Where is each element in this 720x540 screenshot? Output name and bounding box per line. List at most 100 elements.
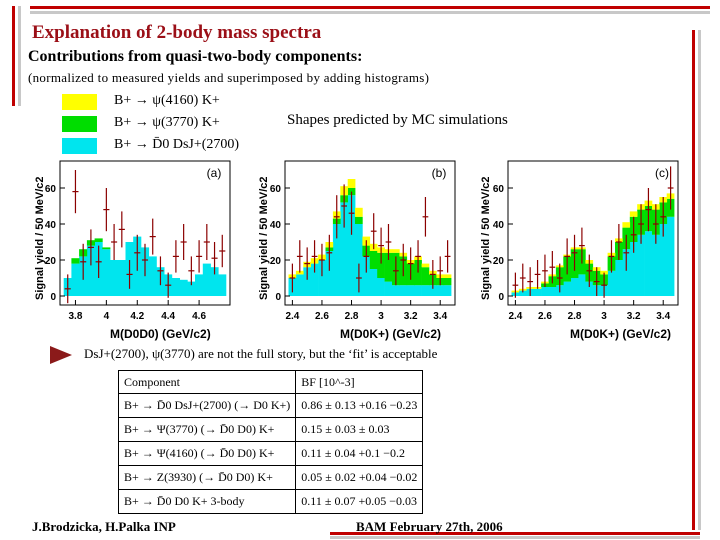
hist-bar-0: [436, 285, 445, 296]
x-tick-label: 4: [104, 311, 110, 322]
panel-label: (c): [655, 166, 669, 180]
legend-swatch-yellow: [62, 94, 97, 110]
hist-bar-0: [171, 278, 180, 296]
chart-b-ylabel: Signal yield / 50 MeV/c2: [258, 176, 270, 301]
legend-label: B+ → ψ(3770) K+: [114, 115, 220, 130]
table-cell-value: 0.86 ± 0.13 +0.16 −0.23: [295, 393, 424, 418]
hist-bar-1: [443, 278, 452, 286]
x-tick-label: 3.2: [627, 311, 641, 322]
y-tick-label: 60: [45, 184, 57, 195]
hist-bar-0: [392, 285, 400, 296]
y-tick-label: 60: [493, 184, 505, 195]
hist-bar-2: [622, 222, 631, 228]
x-tick-label: 4.4: [161, 311, 175, 322]
mc-shapes-note: Shapes predicted by MC simulations: [287, 112, 508, 128]
y-tick-label: 40: [45, 220, 57, 231]
chart-b-svg: 0 20 40 60 2.4 2.6 2.8 3 3.2 3.4 (b): [270, 160, 456, 322]
hist-bar-0: [71, 263, 80, 296]
hist-bar-1: [94, 238, 103, 242]
normalization-note: (normalized to measured yields and super…: [28, 70, 430, 85]
y-tick-label: 0: [498, 292, 504, 303]
chart-c-svg: 0 20 40 60 2.4 2.6 2.8 3 3.2 3.4 (c): [493, 160, 679, 322]
hist-bar-0: [355, 224, 363, 296]
hist-bar-0: [179, 279, 188, 296]
x-tick-label: 4.6: [192, 311, 206, 322]
legend-swatch-green: [62, 116, 97, 132]
y-tick-label: 20: [270, 256, 282, 267]
hist-bar-1: [421, 267, 430, 286]
conclusion-row: DsJ+(2700), ψ(3770) are not the full sto…: [50, 344, 530, 364]
axes-frame: [284, 160, 456, 306]
hist-bar-0: [622, 249, 631, 296]
table-cell-component: B+ → D̄0 D0 K+ 3-body: [117, 489, 297, 514]
chart-a-svg: 0 20 40 60 3.8 4 4.2 4.4 4.6 (a): [45, 160, 231, 322]
hist-bar-0: [548, 287, 557, 296]
table-cell-value: 0.15 ± 0.03 ± 0.03: [295, 417, 424, 442]
y-tick-label: 40: [270, 220, 282, 231]
frame-right-gray-bar: [698, 30, 701, 530]
hist-bar-2: [347, 179, 356, 188]
hist-bar-0: [644, 231, 653, 296]
x-tick-label: 3.8: [69, 311, 83, 322]
x-tick-label: 3.4: [656, 311, 670, 322]
hist-bar-0: [533, 288, 542, 296]
table-cell-component: B+ → Z(3930) (→ D̄0 D0) K+: [117, 465, 297, 490]
x-tick-label: 3.2: [404, 311, 418, 322]
legend-label: B+ → ψ(4160) K+: [114, 93, 220, 108]
x-tick-label: 2.4: [285, 311, 299, 322]
hist-bar-1: [355, 216, 363, 224]
frame-bottom-red-bar: [330, 532, 700, 535]
frame-left-gray-bar: [18, 6, 21, 106]
hist-bar-0: [318, 260, 326, 296]
y-tick-label: 20: [493, 256, 505, 267]
hist-bar-0: [429, 285, 437, 296]
table-row: B+ → Ψ(4160) (→ D̄0 D0) K+ 0.11 ± 0.04 +…: [117, 441, 424, 466]
hist-bar-2: [443, 274, 452, 278]
hist-bar-0: [202, 263, 211, 296]
chart-c-ylabel: Signal yield / 50 MeV/c2: [480, 176, 492, 301]
frame-top-gray-bar: [30, 11, 710, 14]
x-tick-label: 3: [378, 311, 384, 322]
legend-swatch-cyan: [62, 138, 97, 154]
footer-date: BAM February 27th, 2006: [356, 519, 503, 534]
hist-bar-1: [377, 252, 385, 278]
hist-bar-0: [187, 281, 196, 296]
axes-frame: [59, 160, 231, 306]
x-tick-label: 2.6: [538, 311, 552, 322]
table-row: B+ → D̄0 D0 K+ 3-body 0.11 ± 0.07 +0.05 …: [117, 489, 424, 514]
hist-bar-2: [355, 207, 363, 217]
hist-bar-0: [295, 274, 304, 296]
table-cell-component: B+ → D̄0 DsJ+(2700) (→ D0 K+): [117, 393, 297, 418]
x-tick-label: 2.6: [315, 311, 329, 322]
legend-label: B+ → D̄0 DsJ+(2700): [114, 137, 240, 152]
y-tick-label: 0: [50, 292, 56, 303]
hist-bar-0: [369, 269, 378, 296]
chart-c-xlabel: M(D0K+) (GeV/c2): [570, 327, 672, 341]
hist-bar-0: [110, 260, 119, 296]
table-cell-component: B+ → Ψ(3770) (→ D̄0 D0) K+: [117, 417, 297, 442]
x-tick-label: 4.2: [130, 311, 144, 322]
y-tick-label: 60: [270, 184, 282, 195]
frame-right-red-bar: [692, 30, 695, 530]
hist-bar-2: [600, 270, 608, 275]
hist-bar-0: [563, 281, 571, 296]
table-cell-value: 0.11 ± 0.07 +0.05 −0.03: [295, 489, 424, 514]
y-tick-label: 20: [45, 256, 57, 267]
hist-bar-0: [585, 281, 594, 296]
hist-bar-0: [541, 287, 549, 296]
hist-bar-0: [362, 256, 371, 296]
table-cell-value: 0.05 ± 0.02 +0.04 −0.02: [295, 465, 424, 490]
x-tick-label: 2.4: [508, 311, 522, 322]
table-cell-component: B+ → Ψ(4160) (→ D̄0 D0) K+: [117, 441, 297, 466]
legend-item-psi4160: B+ → ψ(4160) K+: [62, 93, 362, 110]
x-tick-label: 2.8: [345, 311, 359, 322]
hist-bar-1: [384, 252, 393, 282]
frame-bottom-gray-bar: [330, 536, 700, 539]
chart-a-xlabel: M(D0D0) (GeV/c2): [110, 327, 211, 341]
hist-bar-0: [210, 267, 219, 296]
footer-authors: J.Brodzicka, H.Palka INP: [32, 519, 176, 534]
hist-bar-0: [332, 224, 341, 296]
hist-bar-1: [414, 260, 422, 286]
hist-bar-0: [518, 290, 527, 296]
hist-bar-0: [414, 285, 422, 296]
